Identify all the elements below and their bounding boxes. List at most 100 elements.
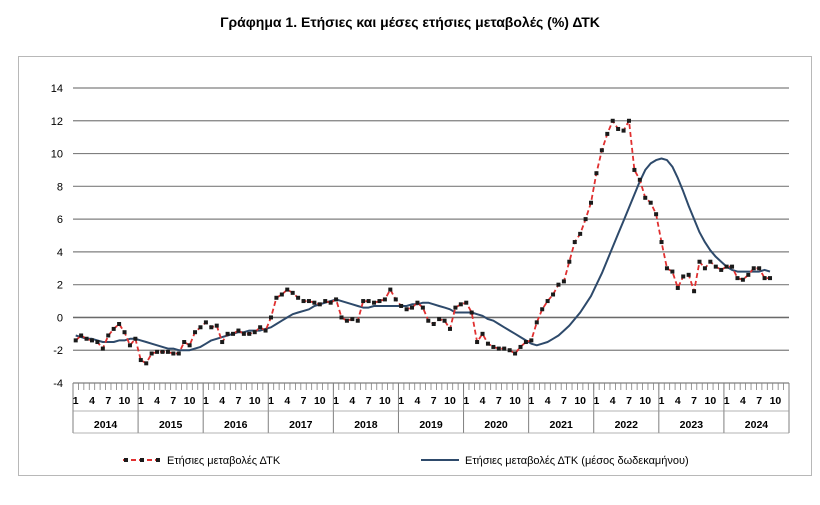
x-month-label: 10 xyxy=(705,395,717,407)
x-month-label: 4 xyxy=(349,395,355,407)
data-point xyxy=(637,177,642,182)
x-year-label: 2021 xyxy=(550,419,574,431)
data-point xyxy=(605,131,610,136)
data-point xyxy=(122,330,127,335)
data-point xyxy=(225,331,230,336)
x-year-label: 2014 xyxy=(94,419,118,431)
y-tick-label: 6 xyxy=(57,214,63,226)
data-point xyxy=(762,276,767,281)
data-point xyxy=(209,325,214,330)
data-point xyxy=(431,322,436,326)
data-point xyxy=(258,325,263,330)
y-tick-label: 10 xyxy=(51,149,63,161)
data-point xyxy=(339,315,344,320)
data-point xyxy=(480,331,485,336)
x-month-label: 7 xyxy=(496,395,502,407)
data-point xyxy=(95,340,100,345)
data-point xyxy=(664,266,669,271)
data-point xyxy=(312,300,317,305)
data-point xyxy=(453,305,458,310)
data-point xyxy=(344,318,349,323)
data-point xyxy=(361,299,366,304)
x-month-label: 4 xyxy=(610,395,616,407)
x-month-label: 10 xyxy=(444,395,456,407)
x-year-label: 2016 xyxy=(224,419,248,431)
x-month-label: 7 xyxy=(366,395,372,407)
x-year-label: 2020 xyxy=(484,419,508,431)
x-month-label: 10 xyxy=(574,395,586,407)
x-month-label: 1 xyxy=(203,395,209,407)
data-point xyxy=(198,325,203,330)
x-month-label: 4 xyxy=(89,395,95,407)
data-point xyxy=(193,330,198,335)
y-tick-label: 12 xyxy=(51,116,63,128)
x-year-label: 2023 xyxy=(680,419,704,431)
x-month-label: 1 xyxy=(138,395,144,407)
data-point xyxy=(670,269,675,274)
data-point xyxy=(572,240,577,245)
data-point xyxy=(89,338,94,343)
data-point xyxy=(746,272,751,277)
data-point xyxy=(713,264,718,269)
y-tick-label: 0 xyxy=(57,312,63,324)
data-point xyxy=(138,358,143,363)
data-point xyxy=(523,340,528,345)
x-month-label: 10 xyxy=(249,395,261,407)
data-point xyxy=(464,300,469,305)
data-point xyxy=(366,299,371,304)
data-point xyxy=(355,318,360,323)
data-point xyxy=(447,326,452,331)
x-month-label: 10 xyxy=(119,395,131,407)
data-point xyxy=(231,331,236,336)
data-point xyxy=(187,343,192,348)
data-point xyxy=(182,340,187,345)
x-month-label: 7 xyxy=(170,395,176,407)
y-tick-label: 4 xyxy=(57,247,63,259)
series-line-12m-average xyxy=(75,157,771,352)
y-tick-label: 14 xyxy=(51,83,63,95)
data-point xyxy=(513,351,518,356)
data-point xyxy=(127,343,132,348)
data-point xyxy=(328,300,333,305)
data-point xyxy=(561,279,566,284)
data-point xyxy=(268,315,273,320)
y-tick-label: -2 xyxy=(53,345,63,357)
data-point xyxy=(496,346,501,351)
x-month-label: 1 xyxy=(398,395,404,407)
chart-frame: 14 12 10 8 6 4 2 0 -2 -4 1 4 7 10 2014 1 4 7 10 2015 1 4 7 10 2… xyxy=(18,56,812,476)
data-point xyxy=(279,292,284,297)
legend-marker xyxy=(140,458,144,462)
data-point xyxy=(643,195,648,200)
data-point xyxy=(556,282,561,287)
x-month-label: 1 xyxy=(659,395,665,407)
x-month-label: 10 xyxy=(314,395,326,407)
legend-label: Ετήσιες μεταβολές ΔΤΚ (μέσος δωδεκαμήνου… xyxy=(465,455,689,467)
x-month-label: 7 xyxy=(626,395,632,407)
data-point xyxy=(735,276,740,281)
data-point xyxy=(350,317,355,322)
chart-title: Γράφημα 1. Ετήσιες και μέσες ετήσιες μετ… xyxy=(220,14,600,30)
data-point xyxy=(155,349,160,354)
x-year-label: 2022 xyxy=(615,419,639,431)
data-point xyxy=(377,299,382,304)
x-month-label: 1 xyxy=(724,395,730,407)
x-month-label: 7 xyxy=(301,395,307,407)
x-month-label: 10 xyxy=(379,395,391,407)
data-point xyxy=(681,274,686,279)
data-point xyxy=(768,276,773,281)
data-point xyxy=(708,259,713,264)
data-point xyxy=(214,323,219,328)
data-point xyxy=(616,126,621,131)
x-year-label: 2018 xyxy=(354,419,378,431)
x-month-label: 1 xyxy=(73,395,79,407)
series-line-annual xyxy=(75,119,770,365)
x-month-label: 4 xyxy=(740,395,746,407)
legend-label: Ετήσιες μεταβολές ΔΤΚ xyxy=(167,455,281,467)
data-point xyxy=(610,118,615,123)
data-point xyxy=(149,351,154,356)
data-point xyxy=(621,128,626,133)
x-month-label: 7 xyxy=(691,395,697,407)
x-year-label: 2015 xyxy=(159,419,183,431)
data-point xyxy=(626,118,631,123)
